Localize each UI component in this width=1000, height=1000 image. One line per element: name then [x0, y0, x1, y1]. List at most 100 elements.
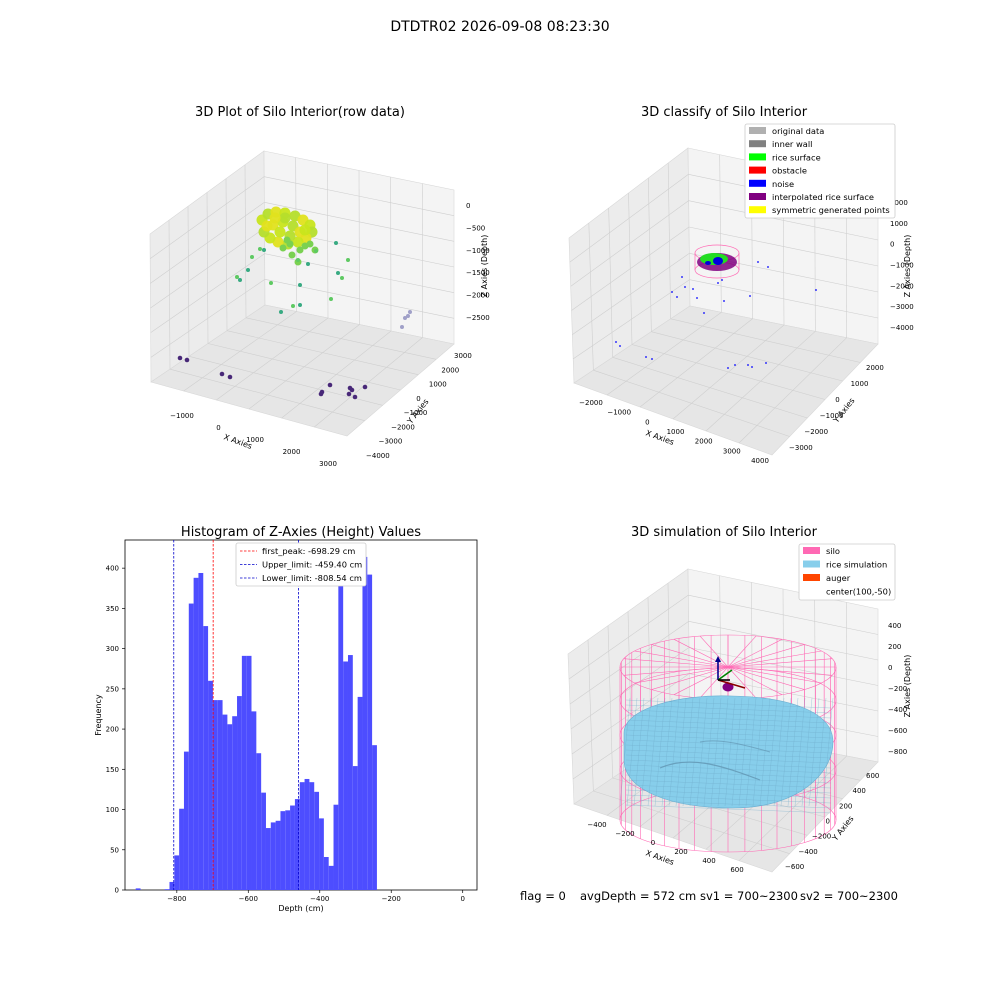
- classify-x-tick-label: 1000: [667, 428, 685, 436]
- histogram-legend-label: Lower_limit: -808.54 cm: [262, 573, 362, 583]
- raw-x-tick-label: −1000: [170, 412, 194, 420]
- noise-point: [703, 312, 705, 314]
- raw-data-point: [314, 249, 318, 253]
- raw-data-point: [235, 275, 239, 279]
- raw-z-tick-label: −2000: [466, 292, 490, 300]
- histogram-bar: [275, 820, 281, 890]
- panel-classify: 3D classify of Silo Interior −2000 −1000 0…: [568, 105, 914, 465]
- classify-z-tick-label: 0: [890, 241, 894, 249]
- histogram-y-tick-label: 150: [106, 766, 119, 774]
- simulation-legend-swatch: [803, 547, 820, 554]
- classify-z-tick-label: −4000: [890, 324, 914, 332]
- simulation-z-tick-label: −400: [888, 706, 907, 714]
- rice-cylinder-cluster: [694, 244, 740, 279]
- histogram-bar: [299, 782, 305, 890]
- histogram-bar: [338, 585, 344, 890]
- raw-data-point: [296, 246, 304, 254]
- raw-data-point: [403, 316, 407, 320]
- simulation-x-tick-label: 600: [730, 866, 743, 874]
- panel-classify-axes-box: [568, 147, 879, 456]
- histogram-bar: [362, 556, 368, 890]
- histogram-bar: [232, 716, 238, 890]
- status-line: flag = 0 avgDepth = 572 cm sv1 = 700~230…: [520, 889, 898, 903]
- raw-data-point: [336, 271, 340, 275]
- classify-y-tick-label: −1000: [820, 412, 844, 420]
- histogram-bar: [314, 791, 320, 890]
- raw-data-point: [269, 212, 281, 224]
- histogram-bar: [261, 792, 266, 890]
- simulation-x-tick-label: 0: [651, 839, 655, 847]
- raw-data-point: [283, 236, 291, 244]
- noise-point: [767, 266, 769, 268]
- histogram-bar: [309, 782, 315, 890]
- classify-legend-swatch: [749, 127, 766, 134]
- histogram-bar: [246, 655, 252, 890]
- histogram-y-tick-label: 200: [106, 726, 119, 734]
- raw-x-tick-label: 2000: [283, 448, 301, 456]
- classify-legend-label: inner wall: [772, 139, 812, 149]
- panel-classify-x-ticks: −2000 −1000 0 1000 2000 3000 4000: [579, 399, 769, 465]
- histogram-bar: [328, 865, 334, 890]
- noise-point: [751, 366, 753, 368]
- classify-legend-label: noise: [772, 179, 794, 189]
- classify-legend-swatch: [749, 166, 766, 174]
- classify-y-tick-label: 1000: [851, 380, 869, 388]
- noise-point: [684, 286, 686, 288]
- histogram-bar: [285, 810, 291, 890]
- raw-y-tick-label: −4000: [366, 452, 390, 460]
- noise-point: [717, 282, 719, 284]
- classify-x-tick-label: 2000: [695, 438, 713, 446]
- simulation-z-tick-label: 400: [888, 622, 901, 630]
- raw-x-tick-label: 0: [216, 424, 220, 432]
- histogram-bar: [343, 661, 348, 890]
- classify-legend-swatch: [749, 206, 766, 214]
- raw-data-point: [318, 391, 324, 397]
- classify-z-tick-label: −2000: [890, 282, 914, 290]
- raw-data-point: [298, 283, 302, 287]
- histogram-bar: [237, 696, 242, 890]
- noise-point: [651, 358, 653, 360]
- classify-y-tick-label: 0: [835, 396, 839, 404]
- histogram-bar: [265, 828, 271, 890]
- raw-data-point: [291, 304, 295, 308]
- classify-legend-label: symmetric generated points: [772, 205, 890, 215]
- simulation-legend-label: center(100,-50): [826, 587, 891, 597]
- histogram-bar: [193, 577, 199, 890]
- noise-point: [692, 288, 694, 290]
- raw-data-point: [334, 241, 338, 245]
- panel-simulation-title: 3D simulation of Silo Interior: [631, 525, 818, 540]
- histogram-bar: [319, 818, 324, 890]
- panel-histogram-title: Histogram of Z-Axies (Height) Values: [181, 525, 421, 540]
- histogram-bar: [290, 805, 295, 890]
- histogram-y-tick-label: 300: [106, 645, 119, 653]
- histogram-bar: [357, 696, 363, 890]
- simulation-x-tick-label: 400: [702, 857, 715, 865]
- noise-point: [749, 295, 751, 297]
- simulation-z-tick-label: −800: [888, 748, 907, 756]
- classify-y-tick-label: −2000: [804, 428, 828, 436]
- noise-point: [615, 341, 617, 343]
- histogram-x-tick-label: −600: [239, 895, 258, 903]
- panel-simulation-x-ticks: −400 −200 0 200 400 600: [587, 821, 743, 874]
- simulation-y-tick-label: −400: [799, 848, 818, 856]
- noise-point: [727, 367, 729, 369]
- panel-simulation-ylabel: Y Axies: [830, 814, 856, 843]
- raw-data-point: [352, 394, 358, 400]
- raw-z-tick-label: −1000: [466, 247, 490, 255]
- panel-classify-z-ticks: −4000 −3000 −2000 −1000 0 1000 2000: [890, 199, 914, 332]
- classify-z-tick-label: −3000: [890, 303, 914, 311]
- raw-data-point: [250, 255, 254, 259]
- histogram-x-tick-label: 0: [460, 895, 464, 903]
- raw-data-point: [227, 374, 233, 380]
- classify-z-tick-label: 1000: [890, 220, 908, 228]
- histogram-legend-label: first_peak: -698.29 cm: [262, 546, 355, 556]
- auger-marker: [715, 656, 746, 692]
- simulation-z-tick-label: −200: [888, 685, 907, 693]
- histogram-bar: [280, 811, 286, 890]
- figure-suptitle: DTDTR02 2026-09-08 08:23:30: [390, 19, 609, 35]
- simulation-x-tick-label: −200: [615, 830, 634, 838]
- histogram-bar: [183, 751, 189, 890]
- histogram-bar: [198, 572, 204, 890]
